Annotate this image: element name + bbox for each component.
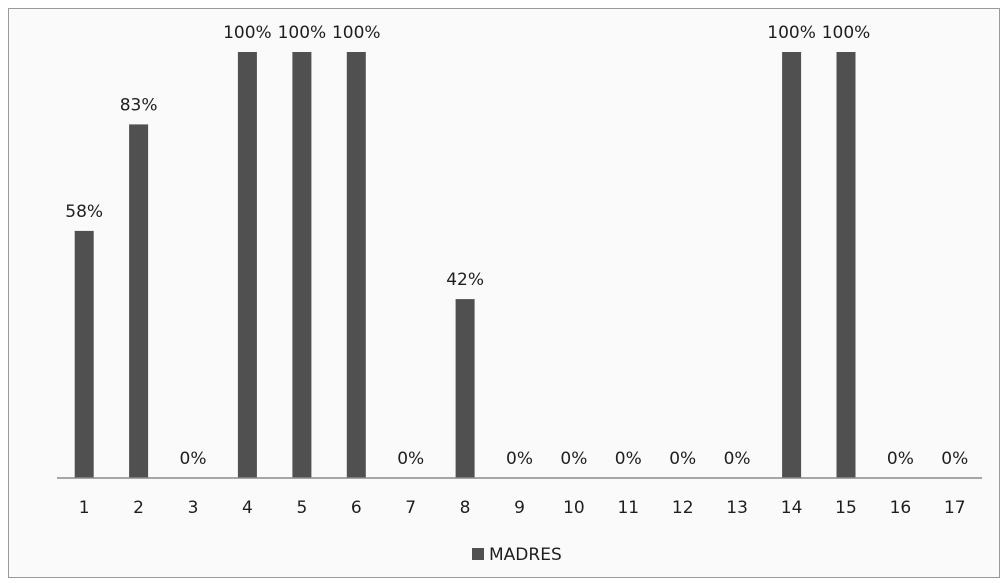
legend: MADRES: [472, 545, 562, 565]
data-label-2: 83%: [120, 95, 158, 115]
x-tick-label-3: 3: [188, 498, 199, 518]
x-tick-label-7: 7: [405, 498, 416, 518]
data-label-4: 100%: [223, 23, 272, 43]
x-tick-label-13: 13: [726, 498, 748, 518]
x-tick-label-4: 4: [242, 498, 253, 518]
bars-layer: [74, 52, 856, 479]
chart-frame: [8, 8, 1000, 578]
bar-8: [455, 299, 475, 478]
x-tick-label-16: 16: [890, 498, 912, 518]
data-label-8: 42%: [446, 270, 484, 290]
x-tick-label-10: 10: [563, 498, 585, 518]
legend-swatch: [472, 548, 484, 560]
x-tick-label-12: 12: [672, 498, 694, 518]
data-label-10: 0%: [560, 449, 587, 469]
x-tick-label-9: 9: [514, 498, 525, 518]
bar-1: [74, 230, 94, 478]
x-tick-label-6: 6: [351, 498, 362, 518]
data-label-14: 100%: [767, 23, 816, 43]
x-tick-label-15: 15: [835, 498, 857, 518]
x-tick-label-2: 2: [133, 498, 144, 518]
x-tick-label-5: 5: [296, 498, 307, 518]
data-label-13: 0%: [724, 449, 751, 469]
x-tick-labels: 1 2 3 4 5 6 7 8 9 10 11 12 13 14 15 16 17: [79, 498, 966, 518]
data-labels-layer: 58%83%0%100% 100% 100%0%42%0% 0% 0% 0% 0%100% 1…: [65, 23, 968, 469]
x-tick-label-11: 11: [617, 498, 639, 518]
bar-15: [836, 52, 856, 478]
data-label-6: 100%: [332, 23, 381, 43]
legend-label: MADRES: [489, 545, 562, 565]
data-label-15: 100%: [822, 23, 871, 43]
bar-6: [346, 52, 366, 478]
x-tick-label-17: 17: [944, 498, 966, 518]
x-tick-label-8: 8: [460, 498, 471, 518]
data-label-16: 0%: [887, 449, 914, 469]
x-tick-label-14: 14: [781, 498, 803, 518]
bar-14: [782, 52, 802, 478]
data-label-12: 0%: [669, 449, 696, 469]
x-tick-label-1: 1: [79, 498, 90, 518]
bar-5: [292, 52, 312, 478]
data-label-17: 0%: [941, 449, 968, 469]
data-label-7: 0%: [397, 449, 424, 469]
data-label-1: 58%: [65, 202, 103, 222]
data-label-11: 0%: [615, 449, 642, 469]
bar-4: [237, 52, 257, 478]
data-label-9: 0%: [506, 449, 533, 469]
data-label-3: 0%: [180, 449, 207, 469]
data-label-5: 100%: [278, 23, 327, 43]
bar-2: [129, 124, 149, 479]
